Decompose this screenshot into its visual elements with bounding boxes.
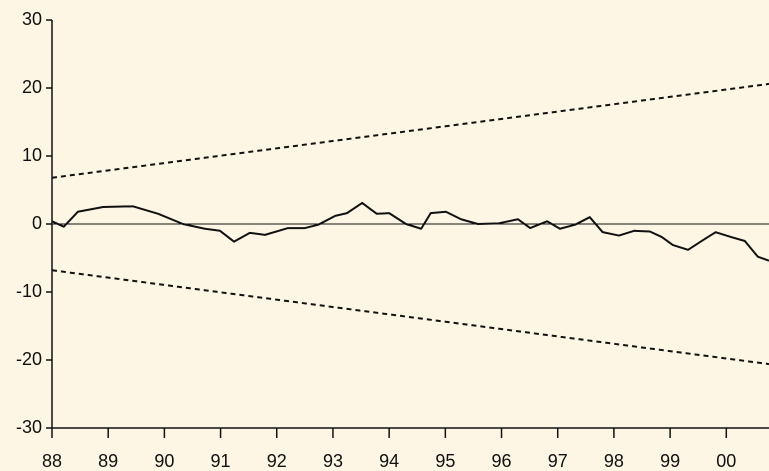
x-tick-label: 95: [435, 451, 455, 471]
y-tick-label: 20: [22, 77, 42, 97]
x-tick-label: 90: [154, 451, 174, 471]
x-tick-label: 96: [492, 451, 512, 471]
x-tick-label: 88: [42, 451, 62, 471]
y-tick-label: -30: [16, 417, 42, 437]
x-tick-label: 98: [604, 451, 624, 471]
y-tick-label: 0: [32, 213, 42, 233]
bound-line: [51, 82, 769, 179]
y-tick-label: 30: [22, 9, 42, 29]
y-tick-label: -10: [16, 281, 42, 301]
bound-line: [51, 269, 769, 366]
x-tick-label: 94: [379, 451, 399, 471]
x-tick-label: 92: [267, 451, 287, 471]
y-tick-label: 10: [22, 145, 42, 165]
data-line: [51, 201, 769, 262]
x-tick-label: 00: [716, 451, 736, 471]
y-tick-label: -20: [16, 349, 42, 369]
x-tick-label: 99: [660, 451, 680, 471]
x-tick-label: 97: [548, 451, 568, 471]
x-tick-label: 89: [98, 451, 118, 471]
x-tick-label: 91: [211, 451, 231, 471]
x-tick-label: 93: [323, 451, 343, 471]
